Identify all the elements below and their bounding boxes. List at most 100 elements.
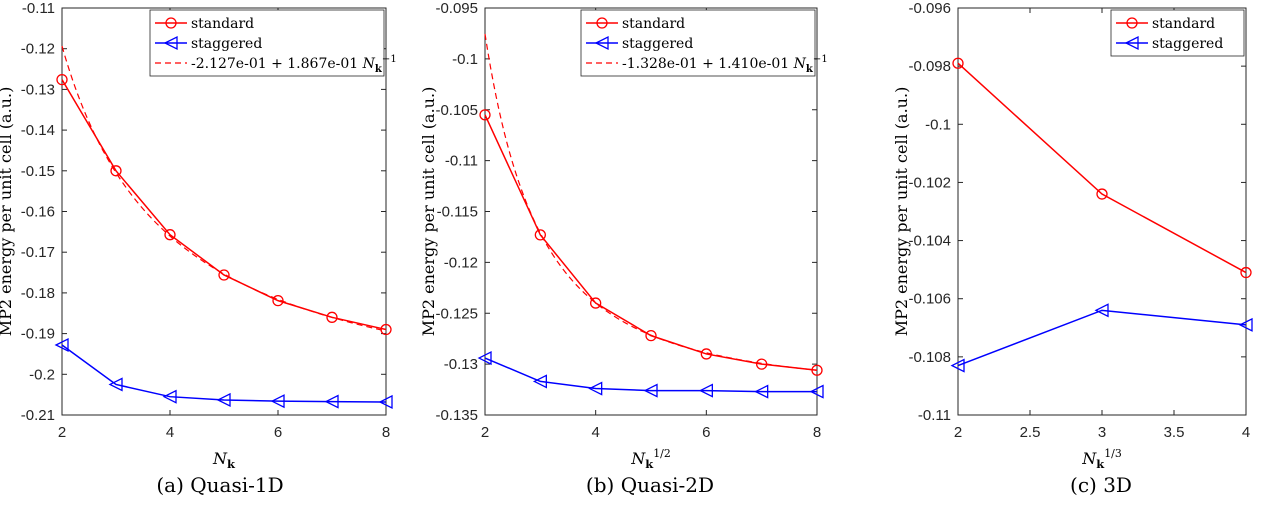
data-point-staggered bbox=[1094, 303, 1109, 318]
x-tick-label: 3 bbox=[1098, 424, 1106, 441]
data-point-standard bbox=[811, 364, 823, 376]
data-point-standard bbox=[56, 73, 68, 86]
data-point-standard bbox=[1240, 266, 1252, 279]
y-tick-label: -0.19 bbox=[21, 326, 55, 343]
data-point-standard bbox=[756, 358, 768, 370]
y-axis-label: MP2 energy per unit cell (a.u.) bbox=[0, 87, 15, 337]
x-axis-label: Nk1/2 bbox=[630, 447, 671, 471]
legend-label-standard: standard bbox=[191, 16, 254, 32]
y-tick-label: -0.16 bbox=[21, 204, 55, 221]
y-tick-label: -0.12 bbox=[21, 41, 55, 58]
y-tick-label: -0.1 bbox=[925, 116, 951, 133]
fit-exp: −1 bbox=[813, 54, 828, 65]
x-tick-label: 4 bbox=[166, 424, 174, 441]
y-tick-label: -0.1 bbox=[452, 51, 478, 68]
fit-n: N bbox=[793, 56, 807, 72]
data-point-standard bbox=[164, 229, 176, 241]
data-point-staggered bbox=[54, 337, 69, 353]
legend-label-standard: standard bbox=[622, 16, 685, 32]
data-point-staggered bbox=[698, 383, 713, 398]
data-point-staggered bbox=[270, 394, 285, 409]
legend: standard staggered bbox=[1110, 9, 1245, 57]
y-tick-label: -0.13 bbox=[444, 356, 478, 373]
x-tick-label: 8 bbox=[382, 424, 390, 441]
fit-k: k bbox=[375, 63, 383, 75]
legend: standard staggered -1.328e-01 + 1.410e-01 … bbox=[580, 9, 828, 77]
panel-caption: (a) Quasi-1D bbox=[156, 473, 283, 497]
y-tick-label: -0.108 bbox=[908, 349, 951, 366]
panel-2: -0.11 -0.108 -0.106 -0.104 -0.102 -0.1 -0.098 -… bbox=[892, 0, 1253, 497]
data-point-staggered bbox=[324, 394, 339, 409]
y-tick-label: -0.102 bbox=[908, 174, 951, 191]
data-point-staggered bbox=[950, 358, 965, 373]
fit-formula: -2.127e-01 + 1.867e-01 bbox=[191, 56, 363, 72]
data-point-standard bbox=[534, 229, 546, 241]
data-point-standard bbox=[326, 311, 338, 323]
y-axis-label: MP2 energy per unit cell (a.u.) bbox=[892, 87, 911, 337]
y-tick-label: -0.096 bbox=[908, 0, 951, 17]
data-point-standard bbox=[590, 297, 602, 309]
y-tick-label: -0.11 bbox=[918, 407, 951, 424]
data-point-standard bbox=[380, 323, 392, 336]
fit-formula: -1.328e-01 + 1.410e-01 bbox=[622, 56, 794, 72]
y-tick-label: -0.115 bbox=[437, 204, 478, 221]
data-point-staggered bbox=[378, 394, 393, 410]
x-axis-label-k: k bbox=[645, 457, 654, 471]
data-point-standard bbox=[110, 165, 122, 177]
data-point-staggered bbox=[809, 384, 824, 399]
data-point-staggered bbox=[477, 350, 492, 366]
x-axis-label-n: N bbox=[630, 449, 646, 468]
series-line-standard bbox=[61, 79, 387, 331]
legend-marker-staggered bbox=[1124, 35, 1139, 51]
fit-n: N bbox=[362, 56, 376, 72]
legend-label-staggered: staggered bbox=[1152, 36, 1223, 52]
y-tick-label: -0.105 bbox=[435, 102, 478, 119]
y-tick-label: -0.21 bbox=[21, 407, 55, 424]
legend-label-fit: -2.127e-01 + 1.867e-01 Nk−1 bbox=[191, 54, 397, 75]
y-tick-label: -0.11 bbox=[445, 153, 478, 170]
x-tick-label: 6 bbox=[702, 424, 710, 441]
legend-label-fit: -1.328e-01 + 1.410e-01 Nk−1 bbox=[622, 54, 828, 75]
x-axis-label-n: N bbox=[212, 449, 228, 468]
plot-area bbox=[957, 7, 1247, 416]
y-tick-label: -0.12 bbox=[444, 254, 478, 271]
y-tick-label: -0.125 bbox=[435, 305, 478, 322]
y-tick-label: -0.18 bbox=[21, 285, 55, 302]
series-line-staggered bbox=[61, 344, 387, 403]
x-axis-label-exp: 1/2 bbox=[653, 447, 671, 460]
data-point-standard bbox=[1096, 188, 1108, 200]
legend-marker-standard bbox=[596, 17, 608, 29]
x-tick-label: 2 bbox=[954, 424, 962, 441]
panel-caption: (c) 3D bbox=[1070, 473, 1132, 497]
panel-caption: (b) Quasi-2D bbox=[586, 473, 714, 497]
series-line-standard bbox=[957, 62, 1247, 274]
data-point-staggered bbox=[588, 381, 603, 396]
y-tick-label: -0.135 bbox=[435, 407, 478, 424]
y-tick-label: -0.13 bbox=[21, 81, 55, 98]
data-point-standard bbox=[218, 269, 230, 281]
y-tick-label: -0.104 bbox=[908, 233, 951, 250]
data-point-standard bbox=[272, 294, 284, 307]
data-point-standard bbox=[645, 329, 657, 342]
data-point-standard bbox=[479, 109, 491, 121]
panel-1: -0.135-0.13-0.125-0.12-0.115-0.11-0.105-… bbox=[419, 0, 828, 497]
series-line-standard bbox=[484, 114, 818, 371]
x-axis-label-n: N bbox=[1081, 449, 1097, 468]
y-tick-label: -0.11 bbox=[22, 0, 55, 17]
x-axis-label: Nk1/3 bbox=[1081, 447, 1122, 471]
y-tick-label: -0.14 bbox=[21, 122, 55, 139]
data-point-standard bbox=[700, 348, 712, 360]
data-point-standard bbox=[952, 57, 964, 69]
data-point-staggered bbox=[162, 389, 177, 404]
legend-box bbox=[580, 9, 816, 77]
y-tick-label: -0.098 bbox=[908, 58, 951, 75]
series-line-staggered bbox=[957, 309, 1247, 367]
legend-marker-standard bbox=[165, 17, 177, 29]
data-point-staggered bbox=[643, 383, 658, 398]
x-tick-label: 2 bbox=[58, 424, 66, 441]
x-axis-label-k: k bbox=[227, 457, 236, 471]
y-tick-label: -0.106 bbox=[908, 291, 951, 308]
legend-box bbox=[149, 9, 385, 77]
x-tick-label: 2 bbox=[481, 424, 489, 441]
y-tick-label: -0.15 bbox=[21, 163, 55, 180]
